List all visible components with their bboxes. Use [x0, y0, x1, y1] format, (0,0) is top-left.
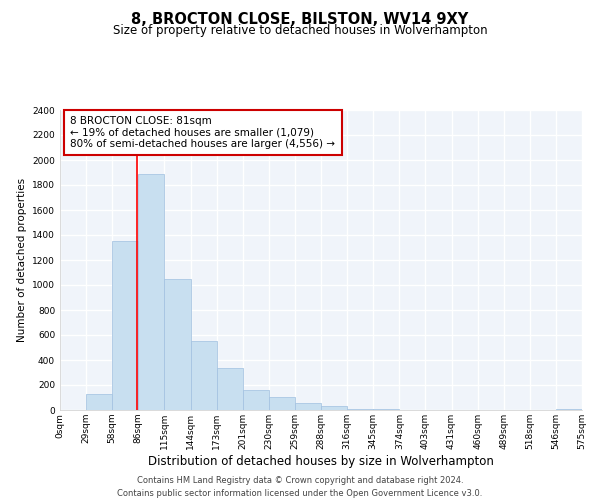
Bar	[164, 279, 191, 410]
Bar	[139, 174, 164, 410]
X-axis label: Distribution of detached houses by size in Wolverhampton: Distribution of detached houses by size …	[148, 454, 494, 468]
Text: Size of property relative to detached houses in Wolverhampton: Size of property relative to detached ho…	[113, 24, 487, 37]
Bar	[295, 402, 321, 410]
Bar	[217, 368, 242, 410]
Text: 8 BROCTON CLOSE: 81sqm
← 19% of detached houses are smaller (1,079)
80% of semi-: 8 BROCTON CLOSE: 81sqm ← 19% of detached…	[70, 116, 335, 149]
Bar	[86, 394, 112, 410]
Bar	[243, 390, 269, 410]
Bar	[269, 397, 295, 410]
Y-axis label: Number of detached properties: Number of detached properties	[17, 178, 26, 342]
Text: Contains HM Land Registry data © Crown copyright and database right 2024.
Contai: Contains HM Land Registry data © Crown c…	[118, 476, 482, 498]
Bar	[191, 341, 217, 410]
Bar	[347, 409, 373, 410]
Bar	[112, 242, 139, 410]
Text: 8, BROCTON CLOSE, BILSTON, WV14 9XY: 8, BROCTON CLOSE, BILSTON, WV14 9XY	[131, 12, 469, 28]
Bar	[321, 406, 347, 410]
